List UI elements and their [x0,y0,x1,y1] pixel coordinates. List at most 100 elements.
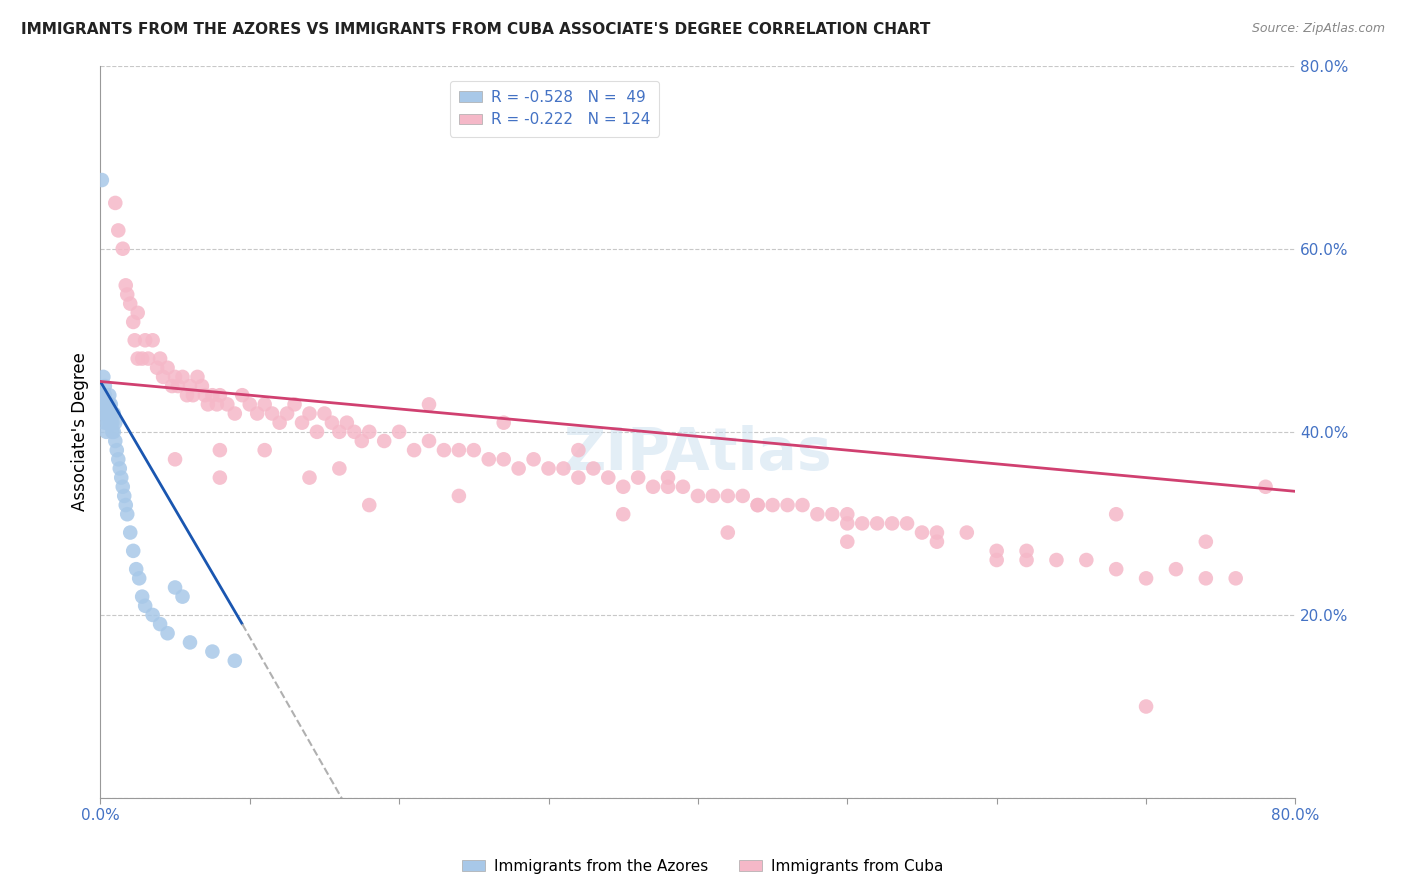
Point [96,397,118,411]
Point [298,407,321,421]
Point [96,407,118,421]
Point [762,498,785,512]
Point [107,452,129,467]
Point [537,461,560,475]
Point [1135,699,1157,714]
Point [98,397,121,411]
Point [1195,534,1218,549]
Point [553,461,575,475]
Point [103,407,125,421]
Point [114,498,136,512]
Point [283,397,305,411]
Point [152,370,174,384]
Point [447,443,470,458]
Point [567,470,589,484]
Point [146,360,169,375]
Point [114,278,136,293]
Point [98,388,121,402]
Point [1015,553,1038,567]
Point [837,534,859,549]
Point [104,416,127,430]
Point [105,443,128,458]
Point [163,581,186,595]
Point [160,379,183,393]
Y-axis label: Associate's Degree: Associate's Degree [72,352,89,511]
Point [321,416,343,430]
Point [598,470,620,484]
Point [103,425,125,439]
Point [792,498,814,512]
Point [305,425,328,439]
Point [201,388,224,402]
Point [269,416,291,430]
Point [418,434,440,448]
Point [98,407,121,421]
Point [851,516,873,531]
Point [142,333,165,347]
Point [90,173,112,187]
Point [172,370,194,384]
Point [120,525,142,540]
Point [643,480,665,494]
Point [163,370,186,384]
Point [131,351,153,366]
Point [747,498,769,512]
Point [1045,553,1067,567]
Point [115,507,138,521]
Point [359,425,381,439]
Point [136,351,159,366]
Point [1135,571,1157,585]
Point [657,480,679,494]
Point [806,507,828,521]
Point [176,388,198,402]
Point [612,480,634,494]
Text: Source: ZipAtlas.com: Source: ZipAtlas.com [1251,22,1385,36]
Point [298,470,321,484]
Point [194,388,217,402]
Point [731,489,754,503]
Point [1254,480,1277,494]
Point [191,379,214,393]
Point [523,452,546,467]
Legend: Immigrants from the Azores, Immigrants from Cuba: Immigrants from the Azores, Immigrants f… [456,853,950,880]
Point [134,599,156,613]
Point [179,379,201,393]
Point [94,397,117,411]
Point [101,416,124,430]
Point [122,544,145,558]
Point [373,434,395,448]
Point [1164,562,1187,576]
Point [104,434,127,448]
Point [717,525,740,540]
Point [156,626,179,640]
Point [172,590,194,604]
Point [124,333,146,347]
Point [986,544,1008,558]
Point [388,425,411,439]
Point [112,489,135,503]
Point [956,525,979,540]
Point [776,498,799,512]
Point [276,407,298,421]
Point [478,452,501,467]
Point [208,388,231,402]
Point [418,397,440,411]
Point [1105,507,1128,521]
Point [253,443,276,458]
Point [314,407,336,421]
Point [882,516,904,531]
Point [97,407,120,421]
Point [246,407,269,421]
Point [837,516,859,531]
Point [97,416,120,430]
Point [702,489,724,503]
Point [115,287,138,301]
Point [262,407,284,421]
Point [167,379,190,393]
Point [224,407,246,421]
Point [94,379,117,393]
Point [149,617,172,632]
Point [128,571,150,585]
Point [127,306,149,320]
Text: IMMIGRANTS FROM THE AZORES VS IMMIGRANTS FROM CUBA ASSOCIATE'S DEGREE CORRELATIO: IMMIGRANTS FROM THE AZORES VS IMMIGRANTS… [21,22,931,37]
